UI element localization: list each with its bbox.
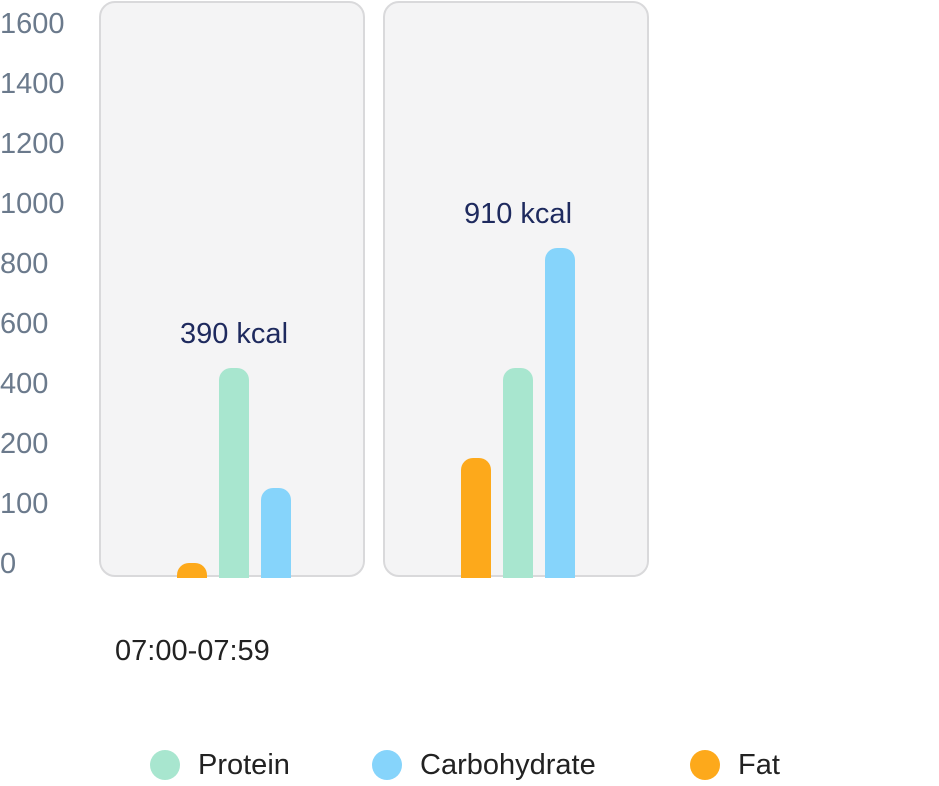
legend-label: Protein: [198, 748, 290, 781]
total-kcal-label: 390 kcal: [179, 318, 289, 350]
bar-carbohydrate[interactable]: [545, 248, 575, 578]
bar-carbohydrate[interactable]: [261, 488, 291, 578]
y-tick-label: 100: [0, 488, 49, 520]
legend-swatch: [690, 750, 720, 780]
y-tick-label: 200: [0, 428, 49, 460]
legend-label: Fat: [738, 748, 780, 781]
legend-swatch: [150, 750, 180, 780]
y-tick-label: 400: [0, 368, 49, 400]
bar-protein[interactable]: [219, 368, 249, 578]
y-tick-label: 1000: [0, 188, 65, 220]
legend-label: Carbohydrate: [420, 748, 596, 781]
total-kcal-label: 910 kcal: [463, 198, 573, 230]
y-tick-label: 1600: [0, 8, 65, 40]
x-tick-label: 07:00-07:59: [115, 635, 270, 667]
y-tick-label: 1200: [0, 128, 65, 160]
legend-item-fat[interactable]: Fat: [690, 750, 780, 780]
y-tick-label: 600: [0, 308, 49, 340]
bar-fat[interactable]: [177, 563, 207, 578]
bar-protein[interactable]: [503, 368, 533, 578]
legend-item-protein[interactable]: Protein: [150, 750, 290, 780]
y-tick-label: 0: [0, 548, 17, 580]
y-tick-label: 800: [0, 248, 49, 280]
legend-swatch: [372, 750, 402, 780]
bar-fat[interactable]: [461, 458, 491, 578]
y-tick-label: 1400: [0, 68, 65, 100]
legend-item-carbohydrate[interactable]: Carbohydrate: [372, 750, 596, 780]
